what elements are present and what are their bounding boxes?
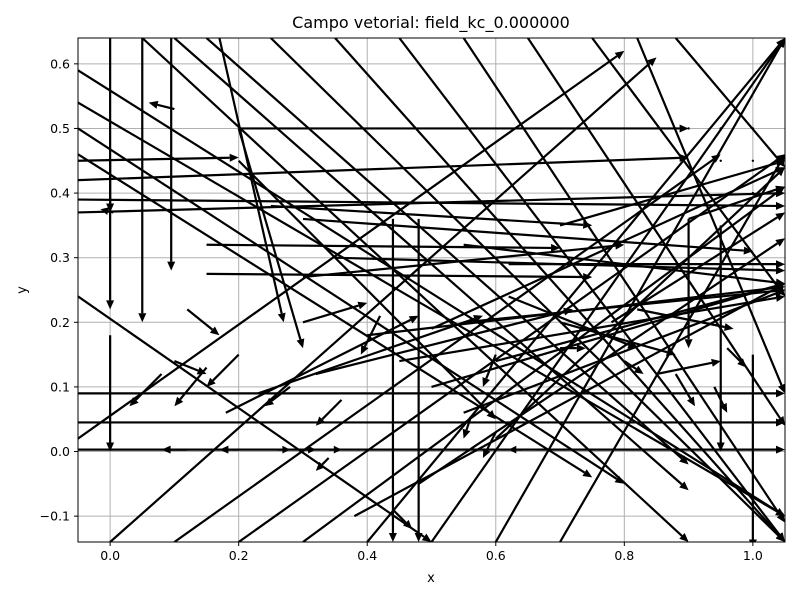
grid [78, 38, 785, 542]
vector-arrow [328, 445, 342, 454]
vector-arrow [713, 386, 728, 413]
vector-arrow [302, 301, 368, 324]
chart-title: Campo vetorial: field_kc_0.000000 [292, 13, 570, 33]
vector-arrow [141, 38, 689, 542]
vector-arrow [106, 160, 115, 310]
vector-arrow [494, 38, 785, 542]
vector-arrow [751, 127, 755, 130]
vector-arrow [462, 418, 472, 439]
vector-arrow [161, 445, 188, 454]
y-tick-label: 0.0 [50, 444, 70, 459]
vector-arrow [106, 335, 115, 452]
plot-frame [77, 37, 786, 543]
y-tick-label: 0.4 [50, 186, 70, 201]
vector-arrow [129, 373, 163, 407]
vector-arrow [302, 241, 625, 279]
vector-arrow [508, 445, 522, 454]
x-tick-label: 0.0 [100, 548, 120, 563]
vector-arrow [270, 204, 593, 229]
vector-arrow [78, 153, 239, 162]
x-tick-label: 0.8 [614, 548, 634, 563]
vector-arrow [388, 218, 397, 542]
vector-arrow [751, 159, 755, 162]
vector-arrow [302, 445, 316, 454]
vector-arrow [174, 366, 208, 407]
vector-arrow [398, 38, 785, 542]
y-tick-label: 0.6 [50, 56, 70, 71]
vector-arrow [257, 315, 483, 395]
vector-arrow [173, 38, 689, 491]
y-axis-label: y [15, 286, 30, 294]
vector-arrow [148, 100, 175, 111]
vector-arrow [138, 38, 147, 323]
vector-arrow [656, 358, 721, 376]
vector-arrow [315, 457, 330, 471]
vector-arrow [751, 191, 755, 195]
vector-arrow [463, 243, 785, 287]
vector-arrow [186, 308, 220, 336]
vector-arrow [238, 154, 785, 542]
vector-arrow [559, 321, 676, 356]
vector-arrow [610, 212, 785, 324]
y-tick-label: 0.1 [50, 379, 70, 394]
vector-arrow [560, 344, 586, 353]
vector-arrow [526, 38, 785, 426]
vector-arrow [392, 508, 413, 530]
vector-arrow [78, 50, 625, 440]
vector-arrow [237, 128, 305, 349]
vector-arrow [462, 38, 785, 523]
vector-arrow [238, 124, 689, 133]
vector-arrow [78, 198, 785, 210]
x-axis-label: x [427, 571, 435, 586]
x-axis-ticks: 0.0 0.2 0.4 0.6 0.8 1.0 [100, 542, 763, 563]
y-axis-ticks: −0.1 0.0 0.1 0.2 0.3 0.4 0.5 0.6 [40, 56, 78, 524]
vector-arrow [431, 167, 785, 330]
vector-arrow [360, 315, 382, 355]
vector-field [78, 38, 785, 542]
vector-arrow [302, 217, 753, 255]
vector-arrow [219, 445, 239, 454]
x-tick-label: 0.2 [229, 548, 249, 563]
vector-arrow [225, 315, 419, 414]
vector-arrow [167, 38, 176, 271]
y-tick-label: 0.3 [50, 250, 70, 265]
vector-arrow [78, 127, 625, 484]
vector-arrow [109, 57, 657, 542]
vector-arrow [418, 238, 785, 485]
vector-arrow [264, 386, 291, 407]
vector-arrow [726, 347, 747, 368]
vector-arrow [315, 399, 343, 426]
vector-arrow [674, 373, 695, 407]
vector-arrow [218, 38, 286, 323]
x-tick-label: 1.0 [743, 548, 763, 563]
vector-arrow [205, 38, 689, 465]
vector-arrow [719, 159, 722, 162]
vector-arrow [482, 431, 497, 458]
x-tick-label: 0.4 [357, 548, 377, 563]
vector-arrow [315, 307, 573, 376]
vector-arrow [173, 360, 207, 375]
vector-arrow [719, 127, 722, 130]
y-tick-label: 0.5 [50, 121, 70, 136]
vector-arrow [559, 159, 785, 227]
vector-arrow [206, 353, 240, 387]
vector-arrow [78, 389, 785, 398]
x-tick-label: 0.6 [486, 548, 506, 563]
vector-arrow [623, 360, 644, 374]
y-tick-label: 0.2 [50, 315, 70, 330]
vector-arrow [688, 185, 785, 220]
y-tick-label: −0.1 [40, 509, 70, 524]
vector-arrow [78, 153, 689, 182]
vector-arrow [674, 38, 785, 168]
vector-arrow [687, 127, 690, 130]
vector-arrow [277, 445, 291, 454]
vector-arrow [482, 354, 497, 387]
vector-arrow [237, 159, 496, 420]
vector-arrow [334, 38, 785, 542]
vector-arrow [748, 354, 757, 542]
